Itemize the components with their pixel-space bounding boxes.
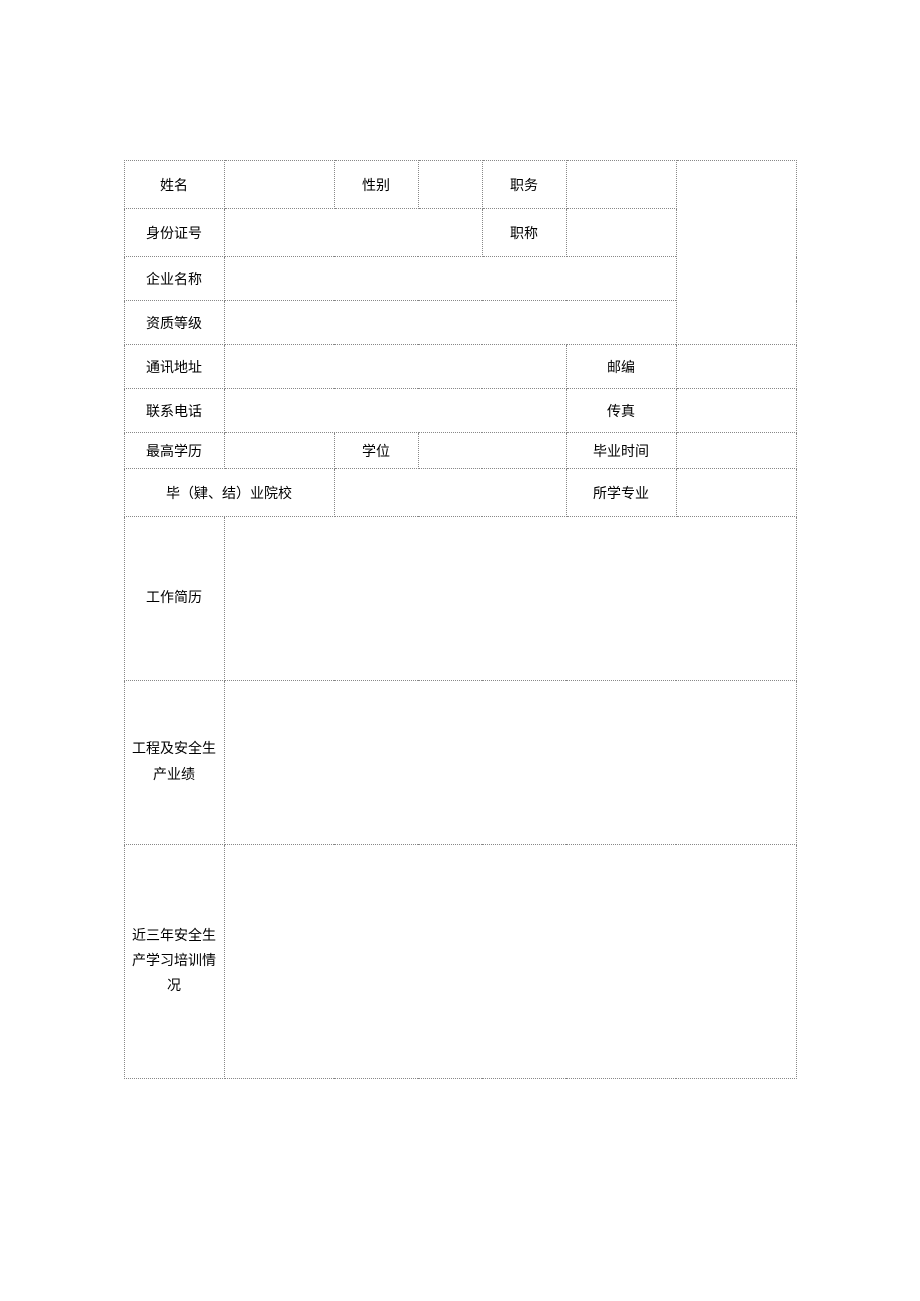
label-highest-education: 最高学历: [124, 433, 224, 469]
label-address: 通讯地址: [124, 345, 224, 389]
value-position[interactable]: [566, 161, 676, 209]
label-id-number: 身份证号: [124, 209, 224, 257]
value-qualification-level[interactable]: [224, 301, 676, 345]
value-graduation-school[interactable]: [334, 469, 566, 517]
label-position: 职务: [482, 161, 566, 209]
value-fax[interactable]: [676, 389, 796, 433]
label-name: 姓名: [124, 161, 224, 209]
label-degree: 学位: [334, 433, 418, 469]
value-address[interactable]: [224, 345, 566, 389]
label-gender: 性别: [334, 161, 418, 209]
label-postcode: 邮编: [566, 345, 676, 389]
value-highest-education[interactable]: [224, 433, 334, 469]
value-postcode[interactable]: [676, 345, 796, 389]
value-company-name[interactable]: [224, 257, 676, 301]
label-graduation-time: 毕业时间: [566, 433, 676, 469]
label-graduation-school: 毕（肄、结）业院校: [124, 469, 334, 517]
label-title: 职称: [482, 209, 566, 257]
label-training-recent: 近三年安全生产学习培训情况: [124, 845, 224, 1079]
label-qualification-level: 资质等级: [124, 301, 224, 345]
value-name[interactable]: [224, 161, 334, 209]
label-fax: 传真: [566, 389, 676, 433]
label-major: 所学专业: [566, 469, 676, 517]
value-work-history[interactable]: [224, 517, 796, 681]
value-major[interactable]: [676, 469, 796, 517]
registration-form-table: 姓名 性别 职务 身份证号 职称 企业名称 资质等级 通讯地址 邮编 联系电话 …: [124, 160, 797, 1079]
label-engineering-safety: 工程及安全生产业绩: [124, 681, 224, 845]
photo-area[interactable]: [676, 161, 796, 345]
label-phone: 联系电话: [124, 389, 224, 433]
value-graduation-time[interactable]: [676, 433, 796, 469]
label-work-history: 工作简历: [124, 517, 224, 681]
label-company-name: 企业名称: [124, 257, 224, 301]
value-gender[interactable]: [418, 161, 482, 209]
value-training-recent[interactable]: [224, 845, 796, 1079]
value-id-number[interactable]: [224, 209, 482, 257]
value-engineering-safety[interactable]: [224, 681, 796, 845]
value-phone[interactable]: [224, 389, 566, 433]
value-title[interactable]: [566, 209, 676, 257]
value-degree[interactable]: [418, 433, 566, 469]
